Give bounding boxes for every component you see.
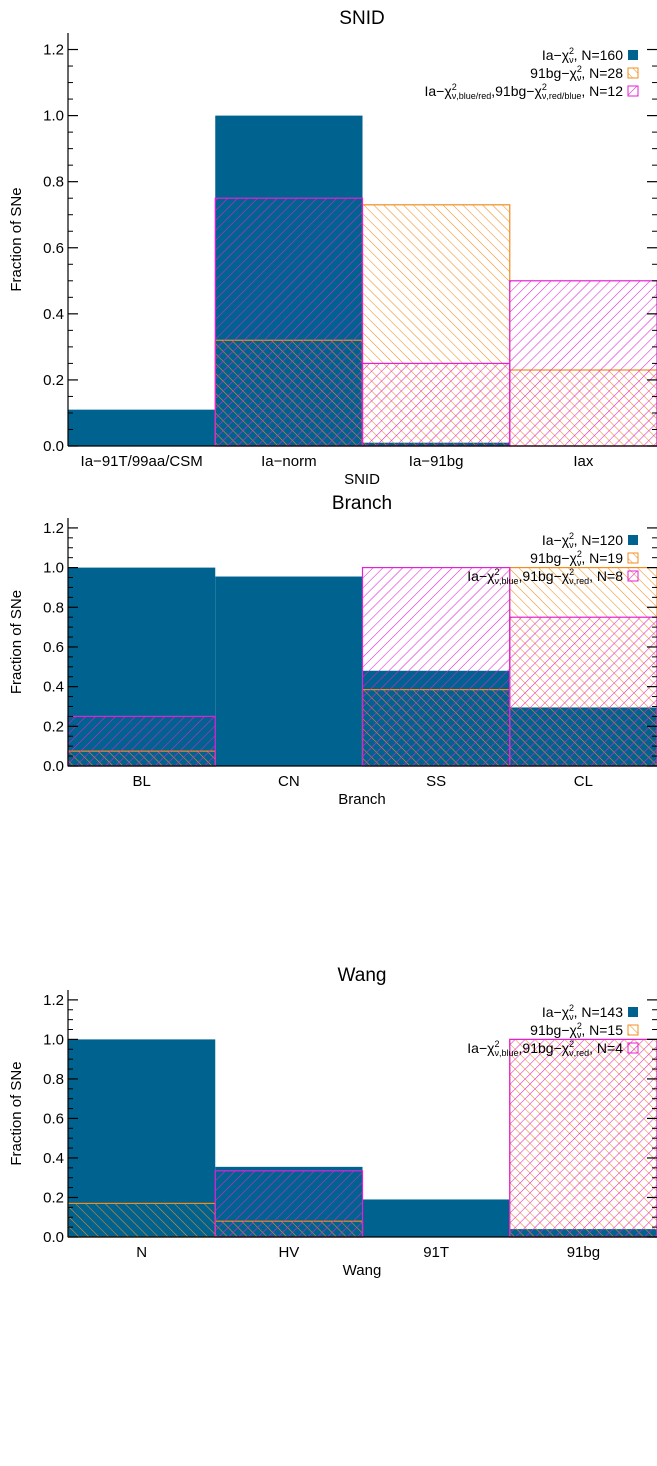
bar-ia-0 [68, 409, 216, 446]
x-tick-label: Ia−91bg [409, 453, 464, 470]
y-tick-label: 1.0 [43, 108, 64, 125]
legend-label-mix: Ia−χ2 ν,blue/red,91bg−χ2 ν,red/blue, N=12 [425, 82, 624, 101]
bar-ia-2 [362, 1199, 510, 1237]
legend-swatch-mix [627, 1042, 639, 1054]
legend-label-ia: Ia−χ2 ν, N=143 [542, 1003, 623, 1022]
x-axis-label: Wang [343, 1262, 382, 1279]
legend-swatch-bg91 [627, 552, 639, 564]
bar-bg91-0 [67, 1202, 216, 1238]
y-tick-label: 0.6 [43, 1110, 64, 1127]
y-axis-label: Fraction of SNe [8, 590, 25, 694]
y-tick-label: 0.2 [43, 372, 64, 389]
bar-mix-1 [214, 1170, 364, 1238]
legend-label-mix: Ia−χ2 ν,blue,91bg−χ2 ν,red, N=4 [467, 1039, 623, 1058]
x-tick-label: BL [132, 773, 150, 790]
bar-mix-3 [509, 1038, 657, 1238]
legend-label-mix: Ia−χ2 ν,blue,91bg−χ2 ν,red, N=8 [467, 567, 623, 586]
y-tick-label: 0.0 [43, 438, 64, 455]
legend-swatch-bg91 [627, 1024, 639, 1036]
x-axis-label: Branch [338, 791, 386, 808]
x-tick-label: N [136, 1244, 147, 1261]
legend-label-ia: Ia−χ2 ν, N=160 [542, 46, 623, 65]
legend-swatch-ia [628, 535, 638, 545]
x-tick-label: 91bg [567, 1244, 600, 1261]
chart-title: SNID [339, 8, 384, 29]
y-tick-label: 0.0 [43, 1229, 64, 1246]
y-tick-label: 0.8 [43, 599, 64, 616]
x-tick-label: HV [278, 1244, 299, 1261]
y-tick-label: 0.0 [43, 758, 64, 775]
legend-swatch-ia [628, 50, 638, 60]
y-tick-label: 0.2 [43, 718, 64, 735]
x-tick-label: CL [574, 773, 593, 790]
y-axis-label: Fraction of SNe [8, 1061, 25, 1165]
y-tick-label: 0.8 [43, 1071, 64, 1088]
bar-mix-1 [214, 197, 364, 447]
x-tick-label: Ia−norm [261, 453, 316, 470]
y-tick-label: 1.2 [43, 992, 64, 1009]
bar-mix-2 [361, 566, 511, 767]
x-tick-label: Iax [573, 453, 594, 470]
legend-swatch-mix [627, 570, 639, 582]
y-tick-label: 1.0 [43, 560, 64, 577]
panel-branch: Branch 0.0 0.2 0.4 0.6 0.8 1.0 1.2 BL CN SS CL Branc… [8, 493, 657, 808]
y-tick-label: 0.6 [43, 240, 64, 257]
bar-mix-2 [361, 362, 511, 447]
x-tick-label: 91T [423, 1244, 449, 1261]
legend-label-ia: Ia−χ2 ν, N=120 [542, 531, 623, 550]
chart-title: Branch [332, 493, 392, 514]
x-axis-label: SNID [344, 471, 380, 488]
bar-ia-1 [215, 576, 363, 766]
legend-label-bg91: 91bg−χ2 ν, N=15 [530, 1021, 623, 1040]
y-tick-label: 0.2 [43, 1189, 64, 1206]
y-tick-label: 0.8 [43, 174, 64, 191]
y-tick-label: 1.2 [43, 42, 64, 59]
panel-snid: SNID 0.0 0.2 0.4 0.6 0.8 1.0 1.2 Ia−91T/99aa/CSM… [8, 8, 657, 488]
bar-mix-3 [509, 616, 657, 767]
y-tick-label: 0.6 [43, 639, 64, 656]
y-tick-label: 0.4 [43, 679, 64, 696]
bar-mix-3 [509, 280, 657, 447]
x-tick-label: SS [426, 773, 446, 790]
y-tick-label: 1.2 [43, 520, 64, 537]
y-tick-label: 0.4 [43, 306, 64, 323]
legend-label-bg91: 91bg−χ2 ν, N=28 [530, 64, 623, 83]
bar-mix-0 [67, 715, 216, 767]
y-axis-label: Fraction of SNe [8, 187, 25, 291]
legend-label-bg91: 91bg−χ2 ν, N=19 [530, 549, 623, 568]
x-tick-label: CN [278, 773, 300, 790]
x-tick-label: Ia−91T/99aa/CSM [81, 453, 203, 470]
legend-swatch-ia [628, 1007, 638, 1017]
legend-swatch-bg91 [627, 67, 639, 79]
panel-wang: Wang 0.0 0.2 0.4 0.6 0.8 1.0 1.2 N HV 91T 91bg Wang F… [8, 965, 657, 1279]
legend-swatch-mix [627, 85, 639, 97]
chart-title: Wang [338, 965, 387, 986]
y-tick-label: 0.4 [43, 1150, 64, 1167]
y-tick-label: 1.0 [43, 1031, 64, 1048]
